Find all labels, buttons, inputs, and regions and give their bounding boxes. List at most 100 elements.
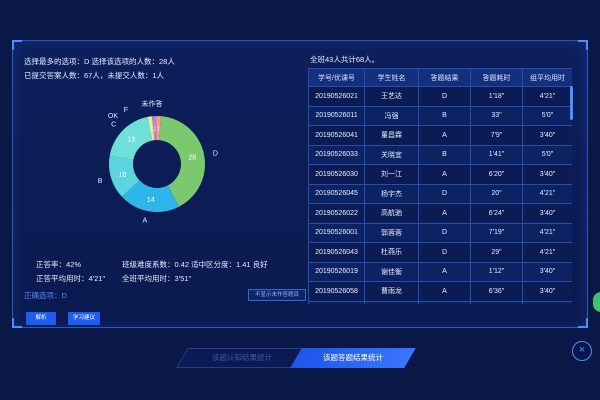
cell-student-name: 郭蓉蓉 — [364, 222, 419, 243]
study-advice-button[interactable]: 学习建议 — [68, 312, 100, 325]
table-row: 20190526043 杜燕乐 D 29" 4'21" — [308, 242, 572, 263]
donut-value-label: 14 — [147, 197, 155, 204]
cell-student-id: 20190526033 — [308, 144, 365, 165]
cell-student-id: 20190526065 — [308, 300, 365, 304]
table-row: 20190526058 曹雨龙 A 6'36" 3'40" — [308, 281, 572, 302]
cell-answer-result: D — [418, 86, 471, 107]
donut-value-label: 1 — [150, 127, 153, 133]
cell-group-avg-time: 4'21" — [522, 86, 572, 107]
header-answer-result: 答题结果 — [418, 68, 471, 87]
table-row: 20190526021 王艺达 D 1'18" 4'21" — [308, 86, 572, 107]
table-row: 20190526045 杨宇杰 D 20" 4'21" — [308, 183, 572, 204]
header-student-name: 学生姓名 — [364, 68, 419, 87]
cell-group-avg-time: 3'40" — [522, 261, 572, 282]
correct-rate: 正答率：42% — [36, 260, 82, 269]
table-row: 20190526033 关晓宜 B 1'41" 5'0" — [308, 144, 572, 165]
cell-student-name: 杜燕乐 — [364, 242, 419, 263]
cell-group-avg-time: 3'40" — [522, 281, 572, 302]
tab-answer-label: 该题答题结果统计 — [323, 353, 383, 362]
close-icon[interactable]: × — [572, 341, 592, 361]
donut-slice-f[interactable] — [151, 116, 157, 141]
cell-answer-time: 7'9" — [470, 125, 523, 146]
cell-answer-result: A — [418, 125, 471, 146]
cell-answer-result: D — [418, 242, 471, 263]
cell-student-id: 20190526030 — [308, 164, 365, 185]
cell-student-id: 20190526001 — [308, 222, 365, 243]
cell-answer-result: B — [418, 144, 471, 165]
donut-value-label: 10 — [119, 172, 127, 179]
cell-group-avg-time: 3'40" — [522, 164, 572, 185]
donut-category-label: D — [213, 150, 218, 157]
side-handle[interactable] — [593, 292, 600, 312]
donut-category-label: OK — [108, 113, 118, 120]
cell-answer-result: D — [418, 222, 471, 243]
correct-option: 正确选项：D — [24, 291, 67, 300]
avg-class-time: 全班平均用时：3'51" — [122, 274, 192, 283]
cell-answer-result: D — [418, 183, 471, 204]
donut-slice-unanswered[interactable] — [156, 116, 161, 141]
donut-slice-a[interactable] — [121, 180, 179, 212]
cell-answer-time: 1'18" — [470, 86, 523, 107]
cell-answer-result: B — [418, 105, 471, 126]
most-selected-summary: 选择最多的选项：D 选择该选项的人数：28人 — [24, 57, 175, 66]
cell-answer-time: 29" — [470, 242, 523, 263]
donut-category-label: B — [98, 178, 103, 185]
cell-answer-result: A — [418, 203, 471, 224]
cell-student-id: 20190526022 — [308, 203, 365, 224]
table-row: 20190526001 郭蓉蓉 D 7'19" 4'21" — [308, 222, 572, 243]
donut-slice-d[interactable] — [158, 116, 206, 207]
cell-answer-time: 7'38" — [470, 300, 523, 304]
cell-group-avg-time: 5'0" — [522, 144, 572, 165]
discrimination: 区分度：1.41 良好 — [206, 260, 268, 269]
cell-group-avg-time: 5'0" — [522, 300, 572, 304]
donut-category-label: C — [111, 122, 116, 129]
cell-student-name: 董昌霖 — [364, 125, 419, 146]
frame-corner — [578, 318, 588, 328]
submitted-summary: 已提交答案人数：67人，未提交人数：1人 — [24, 71, 165, 80]
answer-donut-chart: 28 D 14 A 10 B 13 C 1 OK 1 F 1 未作答 — [82, 92, 232, 232]
table-scrollbar[interactable] — [570, 86, 573, 120]
cell-student-name: 曹雨龙 — [364, 281, 419, 302]
cell-answer-time: 33" — [470, 105, 523, 126]
header-answer-time: 答题耗时 — [470, 68, 523, 87]
table-title: 全班43人共计68人。 — [310, 55, 380, 64]
cell-student-name: 关晓宜 — [364, 144, 419, 165]
cell-student-id: 20190526058 — [308, 281, 365, 302]
table-row: 20190526019 谢佳衡 A 1'12" 3'40" — [308, 261, 572, 282]
donut-value-label: 1 — [154, 127, 157, 133]
avg-correct-time: 正答平均用时：4'21" — [36, 274, 106, 283]
donut-value-label: 13 — [127, 136, 135, 143]
cell-student-name: 杨宇杰 — [364, 183, 419, 204]
explain-button[interactable]: 解析 — [26, 312, 56, 325]
cell-group-avg-time: 4'21" — [522, 242, 572, 263]
cell-answer-result: A — [418, 281, 471, 302]
difficulty-coefficient: 班级难度系数：0.42 适中 — [122, 260, 207, 269]
cell-student-name: 刘一江 — [364, 164, 419, 185]
table-row: 20190526011 冯强 B 33" 5'0" — [308, 105, 572, 126]
header-group-avg-time: 组平均用时 — [522, 68, 572, 87]
cell-group-avg-time: 5'0" — [522, 105, 572, 126]
cell-student-name: 冯强 — [364, 105, 419, 126]
donut-slice-c[interactable] — [109, 116, 153, 160]
hide-unanswered-button[interactable]: 不显示未作答题目 — [248, 289, 307, 301]
donut-slice-b[interactable] — [109, 155, 140, 197]
frame-corner — [578, 40, 588, 50]
donut-category-label: F — [124, 107, 128, 114]
frame-corner — [12, 318, 22, 328]
cell-student-id: 20190526021 — [308, 86, 365, 107]
donut-value-label: 28 — [188, 154, 196, 161]
tab-cognition-label: 该题认知结果统计 — [212, 353, 272, 362]
cell-student-name: 王艺达 — [364, 86, 419, 107]
header-student-id: 学号/优课号 — [308, 68, 365, 87]
table-row: 20190526030 刘一江 A 6'20" 3'40" — [308, 164, 572, 185]
cell-answer-time: 20" — [470, 183, 523, 204]
tab-cognition-stats[interactable]: 该题认知结果统计 — [176, 348, 308, 368]
table-row: 20190526065 B7'38"5'0" — [308, 300, 572, 304]
donut-slice-ok[interactable] — [147, 116, 155, 141]
cell-student-name — [364, 300, 419, 304]
cell-answer-time: 6'20" — [470, 164, 523, 185]
cell-answer-time: 7'19" — [470, 222, 523, 243]
tab-answer-stats[interactable]: 该题答题结果统计 — [290, 348, 416, 368]
student-result-table[interactable]: 学号/优课号 学生姓名 答题结果 答题耗时 组平均用时 20190526021 王… — [308, 68, 572, 304]
donut-category-label: A — [143, 218, 148, 225]
